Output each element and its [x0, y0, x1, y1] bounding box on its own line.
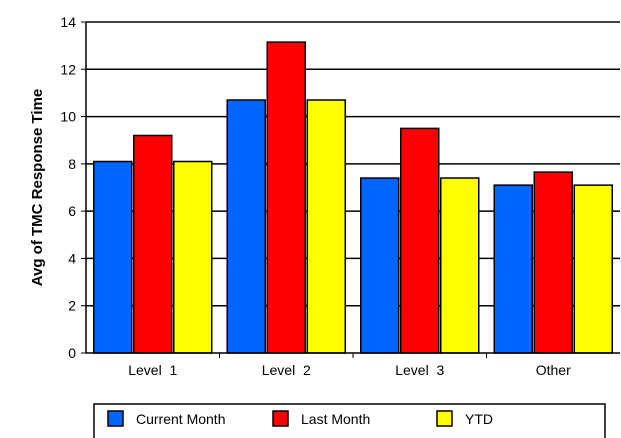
bar: [173, 160, 213, 354]
bars: [93, 41, 613, 354]
legend-label: Current Month: [136, 411, 225, 427]
x-tick-label: Other: [536, 362, 571, 378]
x-tick-labels: Level 1 Level 2 Level 3 Other: [128, 362, 571, 378]
x-tick-label: Level 2: [262, 362, 311, 378]
y-tick-label: 12: [60, 61, 76, 77]
bar: [573, 184, 613, 354]
bar: [360, 177, 400, 354]
x-tick-label: Level 3: [395, 362, 444, 378]
bar: [400, 127, 440, 354]
legend: Current Month Last Month YTD: [93, 403, 606, 438]
axes: [81, 21, 620, 358]
y-tick-label: 8: [68, 156, 76, 172]
x-tick-label: Level 1: [128, 362, 177, 378]
y-tick-label: 6: [68, 203, 76, 219]
y-tick-label: 10: [60, 109, 76, 125]
bar: [93, 160, 133, 354]
bar: [493, 184, 533, 354]
y-axis-label: Avg of TMC Response Time: [29, 89, 46, 287]
bar: [133, 134, 173, 354]
y-tick-labels: 0 2 4 6 8 10 12 14: [60, 14, 76, 361]
y-tick-label: 0: [68, 345, 76, 361]
y-tick-label: 4: [68, 250, 76, 266]
y-tick-label: 14: [60, 14, 76, 30]
legend-swatch: [272, 410, 289, 427]
legend-label: Last Month: [301, 411, 370, 427]
legend-box: [93, 403, 606, 438]
bar: [266, 41, 306, 354]
bar: [440, 177, 480, 354]
bar: [306, 99, 346, 354]
bar: [226, 99, 266, 354]
legend-swatch: [107, 410, 124, 427]
y-tick-label: 2: [68, 298, 76, 314]
legend-swatch: [436, 410, 453, 427]
bar: [533, 171, 573, 354]
legend-label: YTD: [465, 411, 493, 427]
